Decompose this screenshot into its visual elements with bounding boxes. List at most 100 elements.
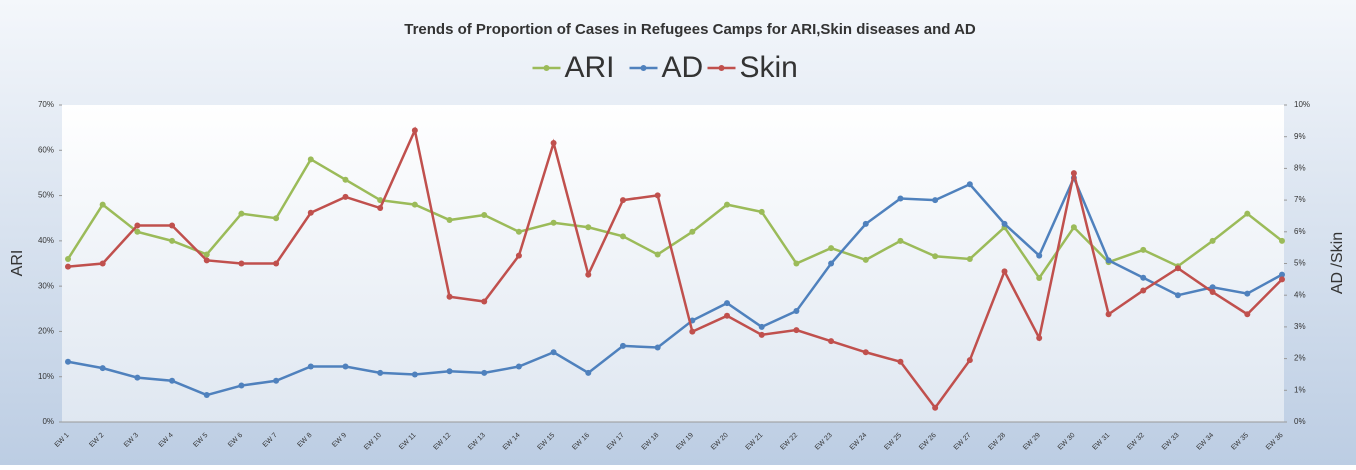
data-point: [342, 363, 349, 370]
data-point: [932, 253, 939, 260]
data-point: [619, 233, 626, 240]
y-tick-label: 30%: [38, 281, 54, 290]
data-point: [203, 251, 210, 258]
y2-tick-label: 10%: [1294, 100, 1310, 109]
data-point: [377, 205, 384, 212]
data-point: [238, 382, 245, 389]
data-point: [550, 140, 557, 147]
data-point: [342, 193, 349, 200]
data-point: [897, 358, 904, 365]
legend-marker: [640, 65, 647, 71]
data-point: [1209, 284, 1216, 291]
data-point: [1001, 220, 1008, 227]
data-point: [1140, 287, 1147, 294]
data-point: [169, 377, 176, 384]
data-point: [99, 365, 106, 372]
data-point: [862, 256, 869, 263]
data-point: [1140, 246, 1147, 253]
y2-tick-label: 8%: [1294, 164, 1306, 173]
data-point: [862, 220, 869, 227]
series-line: [66, 157, 1283, 281]
data-point: [1036, 274, 1043, 281]
y-tick-label: 60%: [38, 145, 54, 154]
data-point: [932, 404, 939, 411]
data-point: [307, 209, 314, 216]
y2-tick-label: 9%: [1294, 132, 1306, 141]
data-point: [99, 260, 106, 267]
data-point: [411, 371, 418, 378]
data-point: [689, 328, 696, 335]
data-point: [65, 263, 71, 270]
data-point: [273, 260, 280, 267]
legend-marker: [543, 65, 550, 71]
data-point: [724, 312, 731, 319]
data-point: [550, 219, 557, 226]
data-point: [481, 212, 488, 219]
data-point: [1105, 311, 1112, 318]
data-point: [1209, 237, 1216, 244]
data-point: [446, 217, 453, 224]
series-line: [67, 126, 1283, 410]
y-tick-label: 70%: [38, 100, 54, 109]
data-point: [238, 210, 245, 217]
data-point: [793, 260, 800, 267]
data-point: [585, 271, 592, 278]
data-point: [793, 308, 800, 315]
legend-label: Skin: [740, 51, 798, 84]
data-point: [932, 197, 939, 204]
data-point: [446, 368, 453, 375]
y-tick-label: 0%: [42, 417, 54, 426]
data-point: [411, 201, 418, 208]
data-point: [1174, 265, 1181, 272]
data-point: [862, 349, 869, 356]
data-point: [758, 208, 765, 215]
data-point: [724, 201, 731, 208]
data-point: [515, 228, 522, 235]
data-point: [446, 293, 453, 300]
data-point: [99, 201, 106, 208]
data-point: [134, 222, 141, 229]
data-point: [966, 255, 973, 262]
y-tick-label: 40%: [38, 236, 54, 245]
data-point: [377, 197, 384, 204]
data-point: [689, 228, 696, 235]
data-point: [134, 228, 141, 235]
data-point: [273, 377, 280, 384]
y2-axis-label: AD /Skin: [1329, 232, 1346, 294]
data-point: [203, 392, 210, 399]
legend-marker: [718, 65, 725, 71]
data-point: [724, 300, 731, 307]
data-point: [481, 298, 488, 305]
data-point: [515, 363, 522, 370]
data-point: [758, 331, 765, 338]
data-point: [966, 357, 973, 364]
data-point: [619, 197, 626, 204]
y2-tick-label: 3%: [1294, 322, 1306, 331]
data-point: [1036, 252, 1043, 259]
data-point: [1105, 257, 1112, 264]
data-point: [1244, 290, 1251, 297]
data-point: [1001, 268, 1008, 275]
data-point: [897, 195, 904, 202]
data-point: [1036, 334, 1043, 341]
y2-tick-label: 2%: [1294, 354, 1306, 363]
data-point: [515, 252, 522, 259]
data-point: [65, 358, 71, 365]
data-point: [828, 260, 835, 267]
y2-tick-label: 4%: [1294, 290, 1306, 299]
data-point: [1070, 170, 1077, 177]
data-point: [273, 215, 280, 222]
data-point: [828, 338, 835, 345]
data-point: [342, 176, 349, 183]
y-tick-label: 10%: [38, 372, 54, 381]
data-point: [481, 369, 488, 376]
data-point: [65, 255, 71, 262]
data-point: [966, 181, 973, 188]
y-tick-label: 50%: [38, 191, 54, 200]
data-point: [203, 257, 210, 264]
data-point: [654, 251, 661, 258]
legend-label: ARI: [565, 51, 615, 84]
data-point: [1140, 274, 1147, 281]
y-axis-label: ARI: [9, 250, 26, 277]
